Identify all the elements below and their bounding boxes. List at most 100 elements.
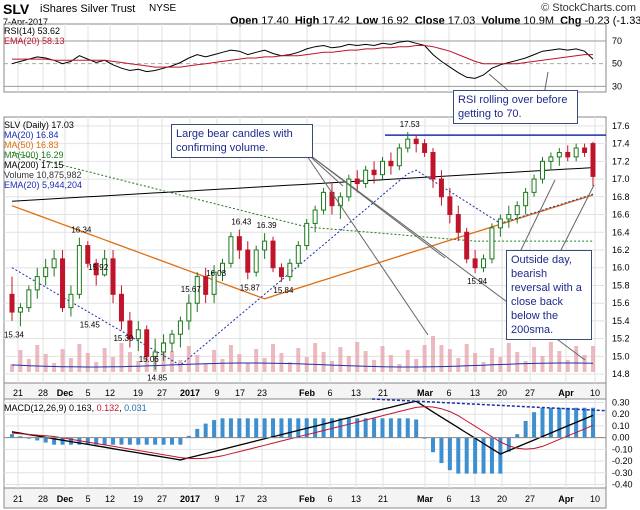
price-label: 15.67 [181,285,202,294]
candle-body [220,262,226,273]
candle-body [43,267,49,278]
volume-bar [321,352,326,372]
volume-bar [296,348,301,372]
price-tick-label: 16.6 [612,210,630,220]
date-axis-label: 23 [257,388,267,398]
volume-bar [203,364,208,372]
price-legend-item: MA(50) 16.83 [4,140,59,150]
candle-body [523,191,529,207]
bear-candles-annotation: Large bear candles with confirming volum… [171,124,313,158]
date-axis-label: 28 [38,494,48,504]
candle-body [203,276,209,295]
macd-histogram-bar [523,420,528,438]
candle-body [413,138,419,145]
volume-bar [431,336,436,372]
volume-bar [422,345,427,372]
macd-histogram-bar [127,437,132,445]
volume-bar [279,353,284,372]
candle-body [447,196,453,216]
price-legend-item: SLV (Daily) 17.03 [4,120,74,130]
macd-histogram-bar [464,437,469,474]
volume-bar [591,346,595,372]
price-tick-label: 15.6 [612,298,630,308]
macd-tick-label: -0.10 [612,444,633,454]
macd-signal-line [11,406,594,460]
macd-histogram-bar [557,407,562,438]
candle-body [228,236,234,264]
macd-histogram-bar [169,437,174,445]
date-axis-label: Dec [57,494,74,504]
date-axis-label: 27 [157,388,167,398]
volume-bar [380,346,385,372]
macd-histogram-bar [313,418,318,438]
date-axis-label: 28 [38,388,48,398]
macd-panel-marks [4,398,607,474]
macd-tick-label: 0.00 [612,433,630,443]
macd-histogram-bar [489,437,494,474]
macd-histogram-bar [548,407,553,438]
date-axis-label: Apr [558,388,574,398]
volume-bar [287,362,292,372]
panel-frames [3,23,607,509]
macd-histogram-bar [363,418,368,438]
price-tick-label: 17.6 [612,121,630,131]
macd-histogram-bar [237,418,242,438]
candle-body [455,214,461,233]
candle-body [278,267,284,278]
price-label: 16.39 [257,221,278,230]
volume-bar [456,358,461,372]
date-axis-label: 21 [13,388,23,398]
macd-histogram-bar [186,435,191,438]
price-legend-item: MA(20) 16.84 [4,130,59,140]
date-axis-label: 13 [351,388,361,398]
volume-bar [405,350,410,372]
volume-bar [557,351,562,372]
macd-tick-label: 0.10 [612,421,630,431]
price-label: 15.84 [273,286,294,295]
volume-bar [254,349,259,372]
price-legend-item: MA(100) 16.29 [4,150,64,160]
candle-body [539,160,545,180]
macd-histogram-bar [35,437,40,441]
macd-histogram-bar [540,407,545,438]
candle-body [144,329,150,357]
macd-histogram-bar [397,418,402,438]
volume-bar [565,360,570,372]
date-axis-label: 27 [525,494,535,504]
volume-bar [338,347,343,372]
macd-histogram-bar [195,428,200,438]
volume-bar [220,359,225,372]
volume-bar [397,364,402,372]
candle-body [26,289,32,309]
macd-histogram-bar [10,434,14,438]
price-label: 15.87 [240,283,261,292]
rsi-legend: RSI(14) 53.62 EMA(20) 58.13 [4,26,65,46]
date-axis-label: 9 [214,388,219,398]
date-axis-label: Mar [417,494,434,504]
date-axis-label: 17 [235,388,245,398]
date-axis-label: 12 [105,494,115,504]
price-label: 16.34 [71,226,92,235]
macd-histogram-bar [405,418,410,438]
panel-frame [3,23,607,93]
macd-histogram-bar [119,437,124,445]
volume-bar [548,342,553,372]
rsi-tick-label: 70 [612,36,622,46]
rsi-lines [11,40,594,79]
volume-bar [119,343,124,372]
candle-body [497,218,503,229]
date-axis-label: 19 [133,494,143,504]
rsi-tick-label: 30 [612,81,622,91]
macd-histogram-bar [582,407,587,438]
volume-bar [439,345,444,372]
volume-bar [186,346,191,372]
annotation-pointer [519,179,556,253]
volume-bar [228,345,233,372]
candle-body [194,276,200,304]
candle-body [110,258,116,295]
candle-body [422,143,428,153]
macd-histogram-bar [94,437,99,445]
macd-histogram-bar [178,437,183,445]
candle-body [76,245,82,295]
